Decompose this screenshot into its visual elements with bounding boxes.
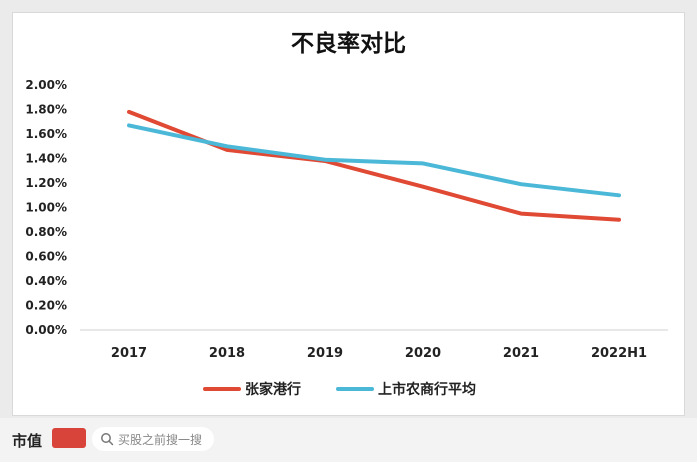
x-tick-label: 2017 xyxy=(111,346,147,361)
chart-card xyxy=(12,12,685,416)
x-tick-label: 2022H1 xyxy=(591,346,647,361)
x-tick-label: 2020 xyxy=(405,346,441,361)
data-point xyxy=(225,148,229,152)
x-tick-label: 2021 xyxy=(503,346,539,361)
search-box[interactable]: 买股之前搜一搜 xyxy=(92,427,214,451)
y-tick-label: 0.40% xyxy=(25,274,67,288)
data-point xyxy=(323,158,327,162)
line-chart: 0.00% 0.20% 0.40% 0.60% 0.80% 1.00% 1.20% 1.40%… xyxy=(25,78,668,398)
data-point xyxy=(225,144,229,148)
footer-bar: 市值 买股之前搜一搜 xyxy=(0,418,697,462)
y-tick-label: 1.40% xyxy=(25,152,67,166)
y-tick-label: 1.20% xyxy=(25,176,67,190)
data-point xyxy=(421,185,425,189)
data-point xyxy=(127,110,131,114)
search-icon xyxy=(101,433,114,446)
brand-name: 市值 xyxy=(12,432,43,450)
data-point xyxy=(617,193,621,197)
x-tick-label: 2018 xyxy=(209,346,245,361)
legend-label: 张家港行 xyxy=(245,381,301,398)
y-tick-label: 0.80% xyxy=(25,225,67,239)
data-point xyxy=(519,182,523,186)
data-point xyxy=(421,161,425,165)
y-tick-label: 1.60% xyxy=(25,127,67,141)
y-tick-label: 2.00% xyxy=(25,78,67,92)
y-tick-label: 0.60% xyxy=(25,250,67,264)
x-tick-label: 2019 xyxy=(307,346,343,361)
series-line-1 xyxy=(127,123,621,198)
data-point xyxy=(617,218,621,222)
series-line-0 xyxy=(127,109,621,222)
data-point xyxy=(519,212,523,216)
data-point xyxy=(127,123,131,127)
brand-logo-icon xyxy=(52,428,86,448)
y-tick-label: 0.00% xyxy=(25,323,67,337)
y-tick-label: 1.00% xyxy=(25,201,67,215)
y-tick-label: 1.80% xyxy=(25,103,67,117)
y-tick-label: 0.20% xyxy=(25,299,67,313)
legend-label: 上市农商行平均 xyxy=(378,381,476,398)
chart-title: 不良率对比 xyxy=(291,31,406,57)
search-placeholder: 买股之前搜一搜 xyxy=(118,433,203,447)
